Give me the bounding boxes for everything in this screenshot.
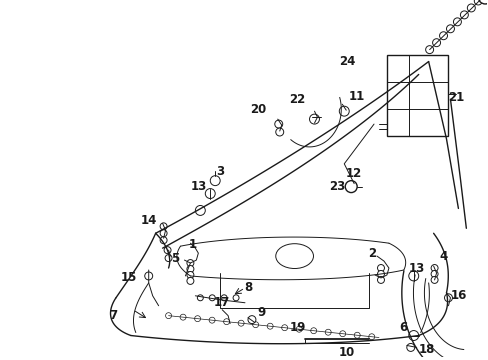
Circle shape [274,120,282,128]
Circle shape [339,106,348,116]
Circle shape [406,343,414,351]
Text: 22: 22 [289,93,305,106]
Circle shape [233,295,239,301]
Text: 13: 13 [408,261,424,275]
Circle shape [310,328,316,334]
Circle shape [377,265,384,271]
Text: 14: 14 [140,214,157,227]
Circle shape [197,295,203,301]
Circle shape [252,322,258,328]
Circle shape [186,266,193,273]
Text: 20: 20 [249,103,265,116]
Circle shape [144,272,152,280]
Circle shape [368,334,374,340]
Circle shape [473,0,481,5]
Circle shape [432,39,440,47]
Text: 1: 1 [188,238,196,251]
Circle shape [430,270,437,278]
Circle shape [209,295,215,301]
Circle shape [165,313,171,319]
Circle shape [221,295,226,301]
Circle shape [345,181,356,193]
Circle shape [408,271,418,281]
Circle shape [339,331,345,337]
Circle shape [210,176,220,186]
Text: 9: 9 [257,306,265,319]
Circle shape [209,317,215,323]
Circle shape [446,25,453,33]
Circle shape [275,128,283,136]
Circle shape [477,0,488,4]
Circle shape [165,255,172,262]
Text: 7: 7 [109,309,117,322]
Circle shape [425,46,433,54]
Circle shape [467,4,474,12]
Text: 8: 8 [244,282,252,294]
Text: 12: 12 [346,167,362,180]
Circle shape [160,230,167,237]
Text: 17: 17 [214,296,230,309]
Circle shape [430,276,437,283]
Circle shape [195,206,205,215]
Text: 16: 16 [449,289,466,302]
Circle shape [160,223,167,230]
Text: 4: 4 [439,249,447,262]
Circle shape [452,18,461,26]
Circle shape [266,323,273,329]
Text: 15: 15 [121,271,137,284]
Text: 11: 11 [348,90,365,103]
Circle shape [223,319,229,325]
Text: 21: 21 [447,91,464,104]
Circle shape [408,330,418,341]
Circle shape [247,316,255,324]
Text: 19: 19 [289,321,305,334]
Circle shape [309,114,319,124]
Circle shape [186,260,193,266]
Circle shape [194,316,200,321]
Circle shape [439,32,447,40]
Circle shape [281,325,287,331]
Text: 18: 18 [418,343,434,356]
Circle shape [205,189,215,198]
Circle shape [325,329,330,335]
Ellipse shape [275,244,313,269]
Circle shape [238,320,244,326]
Bar [386,55,447,136]
Circle shape [430,265,437,271]
Text: 5: 5 [171,252,179,265]
Text: 6: 6 [399,321,407,334]
Text: 13: 13 [190,180,206,193]
Circle shape [180,314,185,320]
Text: 3: 3 [216,165,224,178]
Text: 24: 24 [338,55,355,68]
Text: 23: 23 [328,180,345,193]
Text: 10: 10 [338,346,355,359]
Circle shape [460,11,468,19]
Circle shape [353,332,360,338]
Circle shape [377,276,384,283]
Circle shape [186,278,193,284]
Circle shape [164,247,171,253]
Circle shape [296,326,302,332]
Circle shape [377,270,384,278]
Text: 2: 2 [367,247,375,260]
Circle shape [186,271,193,278]
Circle shape [444,294,451,302]
Circle shape [160,237,167,244]
